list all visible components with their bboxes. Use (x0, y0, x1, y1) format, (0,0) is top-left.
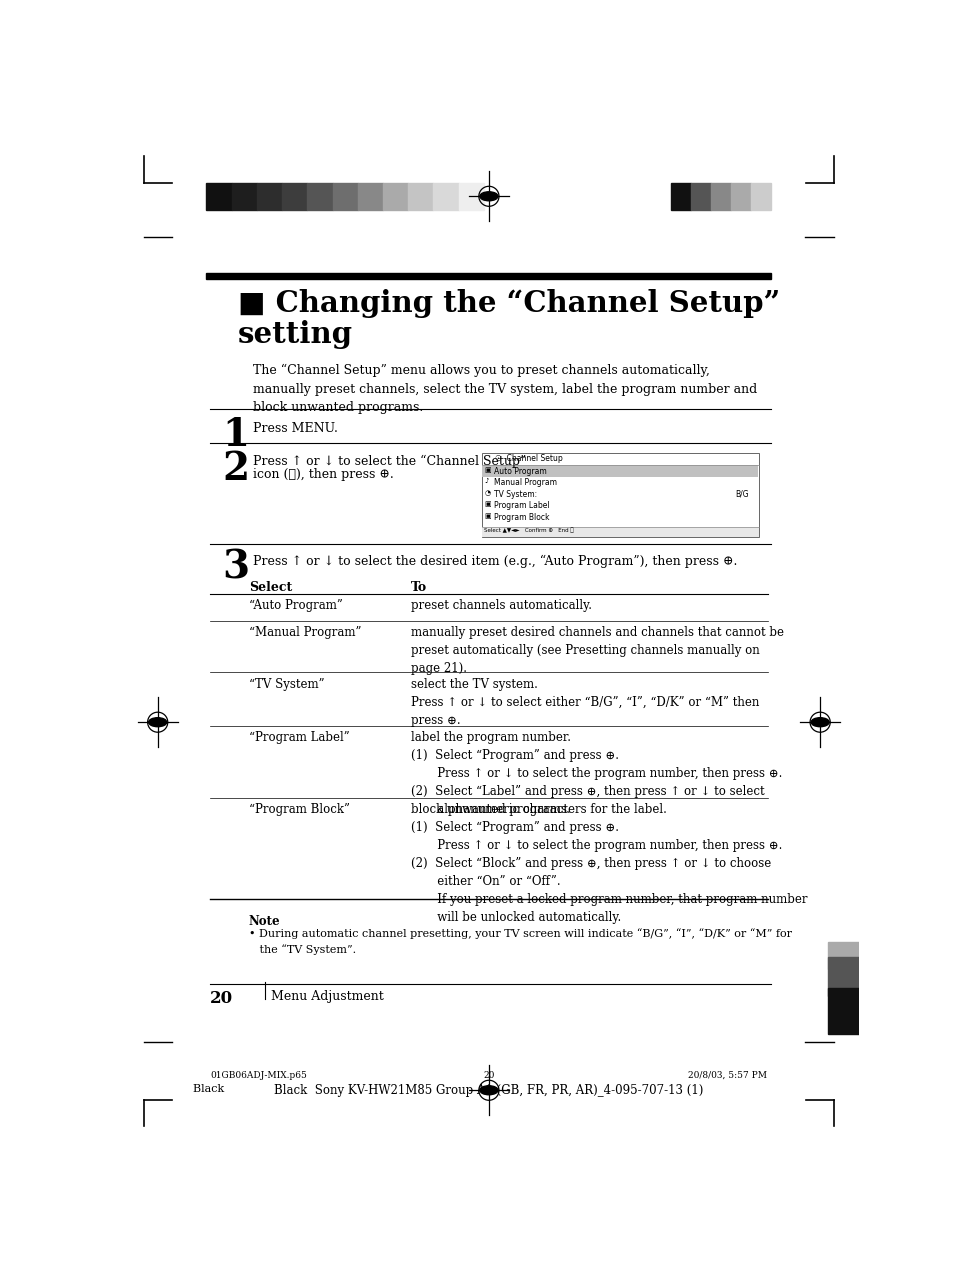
Bar (589, 183, 609, 210)
Text: setting: setting (237, 320, 353, 349)
Bar (282, 183, 307, 210)
Ellipse shape (479, 1086, 497, 1095)
Text: Program Block: Program Block (494, 513, 549, 522)
Text: ☉  Channel Setup: ☉ Channel Setup (495, 455, 562, 464)
Text: Press ↑ or ↓ to select the “Channel Setup”: Press ↑ or ↓ to select the “Channel Setu… (253, 455, 526, 469)
Bar (826, 988, 858, 1034)
Text: 20/8/03, 5:57 PM: 20/8/03, 5:57 PM (688, 1071, 766, 1080)
Text: Press MENU.: Press MENU. (253, 422, 337, 434)
Bar (569, 183, 589, 210)
Bar (481, 452, 758, 537)
Text: ♪: ♪ (484, 478, 489, 484)
Text: Manual Program: Manual Program (494, 478, 557, 488)
Bar (826, 941, 858, 969)
Bar (382, 183, 408, 210)
Bar (206, 183, 232, 210)
Text: 2: 2 (222, 450, 249, 488)
Text: icon (ⓢ), then press ⊕.: icon (ⓢ), then press ⊕. (253, 469, 394, 481)
Text: label the program number.
(1)  Select “Program” and press ⊕.
       Press ↑ or ↓: label the program number. (1) Select “Pr… (411, 732, 781, 817)
Text: “Manual Program”: “Manual Program” (249, 626, 361, 639)
Bar (357, 183, 382, 210)
Text: TV System:: TV System: (494, 490, 537, 499)
Text: “TV System”: “TV System” (249, 677, 324, 691)
Bar (630, 183, 650, 210)
Text: Press ↑ or ↓ to select the desired item (e.g., “Auto Program”), then press ⊕.: Press ↑ or ↓ to select the desired item … (253, 554, 737, 568)
Text: 20: 20 (211, 991, 233, 1007)
Bar (256, 183, 282, 210)
Text: 01GB06ADJ-MIX.p65: 01GB06ADJ-MIX.p65 (211, 1071, 307, 1080)
Bar (481, 527, 758, 537)
Text: B/G: B/G (735, 490, 748, 499)
Text: select the TV system.
Press ↑ or ↓ to select either “B/G”, “I”, “D/K” or “M” the: select the TV system. Press ↑ or ↓ to se… (411, 677, 759, 726)
Bar (826, 958, 858, 996)
Bar (730, 183, 750, 210)
Bar (232, 183, 256, 210)
Text: Select: Select (249, 582, 292, 594)
Text: ■ Changing the “Channel Setup”: ■ Changing the “Channel Setup” (237, 290, 779, 319)
Bar (433, 183, 458, 210)
Ellipse shape (479, 192, 497, 201)
Text: “Auto Program”: “Auto Program” (249, 599, 342, 612)
Text: • During automatic channel presetting, your TV screen will indicate “B/G”, “I”, : • During automatic channel presetting, y… (249, 928, 791, 955)
Text: 20: 20 (483, 1071, 494, 1080)
Text: Black  Sony KV-HW21M85 Group A1 (GB, FR, PR, AR)_4-095-707-13 (1): Black Sony KV-HW21M85 Group A1 (GB, FR, … (274, 1085, 703, 1097)
Bar (750, 183, 771, 210)
Bar (333, 183, 357, 210)
Bar (482, 465, 758, 476)
Bar (458, 183, 483, 210)
Text: ▣: ▣ (484, 502, 491, 507)
Bar (549, 183, 569, 210)
Text: To: To (411, 582, 427, 594)
Text: Menu Adjustment: Menu Adjustment (271, 991, 383, 1003)
Bar (710, 183, 730, 210)
Text: ◔: ◔ (484, 490, 490, 495)
Text: preset channels automatically.: preset channels automatically. (411, 599, 592, 612)
Text: manually preset desired channels and channels that cannot be
preset automaticall: manually preset desired channels and cha… (411, 626, 783, 674)
Text: The “Channel Setup” menu allows you to preset channels automatically,
manually p: The “Channel Setup” menu allows you to p… (253, 364, 757, 414)
Text: Select ▲▼◄►   Confirm ⊕   End ⓨ: Select ▲▼◄► Confirm ⊕ End ⓨ (483, 527, 573, 533)
Bar (408, 183, 433, 210)
Text: ▣: ▣ (484, 466, 491, 472)
Text: “Program Label”: “Program Label” (249, 732, 349, 744)
Text: Note: Note (249, 914, 280, 927)
Ellipse shape (810, 718, 828, 726)
Bar (206, 273, 771, 279)
Text: Auto Program: Auto Program (494, 466, 546, 475)
Text: ▣: ▣ (484, 513, 491, 518)
Text: Program Label: Program Label (494, 502, 549, 511)
Text: 3: 3 (222, 549, 249, 587)
Bar (690, 183, 710, 210)
Ellipse shape (149, 718, 167, 726)
Text: Black: Black (193, 1085, 232, 1093)
Bar (609, 183, 630, 210)
Text: block unwanted programs.
(1)  Select “Program” and press ⊕.
       Press ↑ or ↓ : block unwanted programs. (1) Select “Pro… (411, 803, 807, 925)
Bar (650, 183, 670, 210)
Text: 1: 1 (222, 415, 249, 453)
Bar (670, 183, 690, 210)
Bar (307, 183, 333, 210)
Text: “Program Block”: “Program Block” (249, 803, 349, 817)
